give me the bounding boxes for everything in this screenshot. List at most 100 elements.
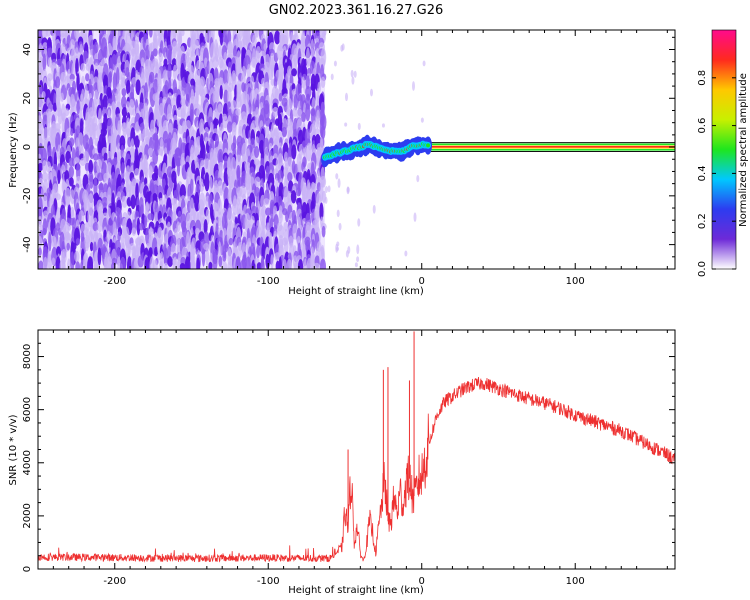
spectrogram-ytick-label: 20 [22, 92, 33, 105]
noise-cell [172, 256, 178, 269]
noise-cell [126, 256, 132, 269]
noise-cell [38, 215, 42, 228]
noise-cell [176, 221, 181, 232]
noise-cell [79, 93, 84, 111]
noise-cell [117, 231, 121, 242]
noise-cell [121, 162, 125, 182]
noise-cell [60, 92, 64, 102]
noise-cell [227, 30, 232, 45]
snr-xtick-label: 0 [419, 576, 425, 587]
noise-cell [167, 256, 174, 267]
noise-cell [121, 107, 128, 118]
noise-cell [201, 246, 206, 267]
noise-cell [64, 108, 70, 117]
sparse-dot [330, 73, 334, 81]
noise-cell [260, 258, 265, 269]
noise-cell [68, 165, 75, 178]
noise-cell [149, 30, 153, 38]
spectrogram-xtick-label: 100 [566, 276, 585, 287]
noise-cell [106, 162, 113, 182]
noise-cell [152, 48, 158, 57]
sparse-dot [338, 222, 342, 231]
noise-cell [319, 202, 324, 221]
noise-cell [85, 73, 90, 82]
noise-cell [102, 95, 108, 110]
sparse-dot [404, 250, 408, 257]
sparse-dot [335, 173, 339, 180]
noise-cell [106, 256, 113, 269]
sparse-dot [333, 60, 337, 67]
sparse-speckle [323, 30, 426, 268]
noise-cell [283, 221, 288, 232]
noise-cell [222, 116, 229, 129]
noise-cell [137, 255, 144, 268]
noise-cell [226, 121, 233, 133]
noise-cell [238, 126, 243, 139]
snr-xtick-label: 100 [566, 576, 585, 587]
noise-cell [222, 261, 228, 269]
noise-cell [166, 113, 173, 122]
sparse-dot [323, 30, 327, 36]
noise-cell [144, 115, 150, 130]
noise-cell [82, 151, 90, 163]
noise-cell [306, 142, 312, 162]
colorbar-tick-label: 0.4 [697, 165, 708, 181]
sparse-dot [357, 218, 361, 227]
sparse-dot [324, 196, 328, 204]
noise-cell [320, 76, 326, 89]
noise-cell [55, 256, 61, 269]
noise-cell [265, 207, 272, 216]
figure-title: GN02.2023.361.16.27.G26 [269, 3, 444, 18]
noise-cell [97, 220, 103, 233]
noise-cell [157, 148, 164, 156]
noise-cell [172, 64, 178, 81]
noise-cell [263, 103, 270, 121]
noise-cell [278, 209, 283, 224]
noise-cell [235, 154, 242, 170]
noise-cell [199, 181, 205, 193]
sparse-dot [344, 122, 348, 127]
noise-cell [272, 106, 279, 118]
snr-xtick-label: -200 [103, 576, 126, 587]
noise-cell [103, 152, 108, 162]
spectrogram-ytick-label: -20 [22, 188, 33, 204]
noise-cell [115, 66, 120, 88]
noise-cell [218, 44, 223, 60]
noise-cell [138, 133, 145, 141]
noise-cell [315, 115, 320, 129]
noise-cell [305, 75, 310, 90]
noise-cell [301, 112, 306, 123]
noise-cell [158, 52, 163, 63]
noise-cell [143, 215, 148, 229]
noise-cell [93, 176, 98, 198]
snr-ytick-label: 8000 [22, 344, 33, 369]
noise-cell [152, 259, 158, 269]
noise-cell [176, 157, 181, 177]
noise-cell [88, 159, 94, 175]
noise-cell [84, 241, 89, 252]
noise-cell [136, 217, 141, 236]
noise-cell [69, 137, 75, 147]
snr-ytick-label: 4000 [22, 450, 33, 475]
sparse-dot [337, 178, 341, 189]
noise-cell [96, 158, 103, 175]
noise-cell [190, 108, 194, 126]
noise-cell [75, 261, 81, 269]
noise-cell [55, 76, 61, 89]
noise-cell [121, 88, 127, 97]
colorbar-tick-label: 0.8 [697, 70, 708, 86]
sparse-dot [327, 185, 331, 193]
noise-cell [208, 261, 213, 269]
noise-cell [179, 184, 187, 200]
noise-cell [287, 172, 293, 182]
noise-cell [70, 251, 75, 269]
noise-cell [179, 262, 186, 269]
noise-cell [56, 246, 62, 257]
noise-cell [235, 257, 242, 269]
noise-cell [138, 222, 144, 231]
noise-cell [125, 79, 131, 95]
sparse-dot [420, 117, 424, 123]
